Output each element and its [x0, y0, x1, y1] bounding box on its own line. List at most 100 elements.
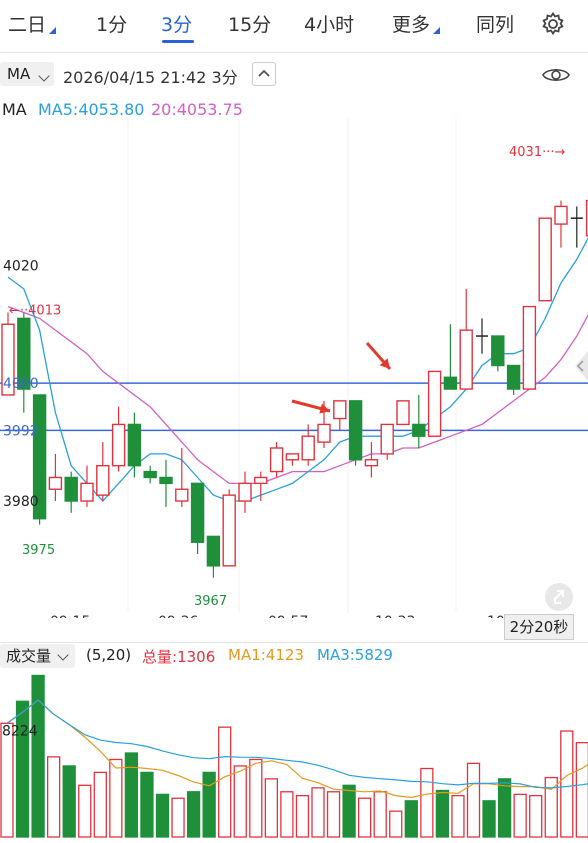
candle	[80, 465, 94, 507]
volume-bar	[326, 791, 341, 838]
menu-corner-icon	[49, 27, 57, 34]
indicator-select[interactable]: MA	[0, 62, 54, 86]
ma-legend-name: MA	[2, 100, 27, 119]
chevron-up-icon	[258, 69, 270, 77]
candle-body	[17, 317, 31, 390]
volume-bar	[109, 758, 123, 838]
candle	[48, 453, 63, 502]
candle-body	[333, 400, 347, 420]
candle	[443, 324, 458, 390]
candle	[222, 489, 236, 567]
candle-body	[96, 464, 110, 496]
candle	[175, 448, 189, 507]
candle	[364, 442, 379, 478]
candlestick-chart[interactable]: 4020 4000 3992 3980 ←··4013 4031···→ 3975 3967 0…	[0, 118, 588, 618]
total-volume: 总量:1306	[142, 648, 216, 666]
chevron-left-icon[interactable]	[573, 351, 588, 381]
chart-toolbar: MA 2026/04/15 21:42 3分	[0, 58, 588, 90]
volume-bar	[513, 793, 527, 838]
chevron-down-icon	[57, 649, 69, 661]
chevron-down-icon	[38, 70, 50, 82]
candle-body	[48, 476, 63, 490]
candle-body	[522, 305, 537, 390]
volume-bar	[47, 756, 61, 838]
volume-bar	[560, 730, 574, 838]
candle	[333, 400, 347, 431]
candle	[317, 400, 331, 448]
arrow-icon	[365, 342, 392, 370]
candle-body	[222, 494, 236, 567]
candle-body	[380, 423, 394, 455]
volume-ma1-line	[6, 699, 588, 799]
candle	[427, 370, 442, 437]
volume-bar	[497, 778, 512, 838]
candle	[143, 465, 157, 484]
candle-body	[190, 482, 205, 543]
candle	[96, 442, 110, 502]
volume-bar	[93, 771, 107, 838]
price-marker-left: ←··4013	[9, 304, 61, 319]
arrow-icon	[291, 399, 331, 414]
tab-3min[interactable]: 3分	[161, 14, 193, 36]
volume-bar	[15, 700, 30, 838]
candle	[254, 471, 268, 502]
arrow-head	[319, 403, 330, 414]
candle-body	[427, 370, 442, 437]
period-tabs: 二日 1分 3分 15分 4小时 更多 同列	[0, 0, 588, 50]
candle-body	[317, 423, 331, 443]
candle-body	[506, 364, 521, 390]
tab-4hour[interactable]: 4小时	[304, 14, 355, 36]
price-axis-label: 3992	[3, 423, 39, 439]
volume-bar	[218, 726, 232, 838]
volume-bar	[202, 771, 216, 838]
tab-1min[interactable]: 1分	[96, 14, 128, 36]
price-axis-label: 4000	[3, 376, 39, 392]
candle	[538, 217, 552, 302]
collapse-button[interactable]	[252, 62, 276, 86]
expand-icon	[553, 590, 564, 604]
resize-button[interactable]	[545, 583, 573, 611]
arrow-head	[379, 358, 390, 369]
volume-bar	[295, 794, 310, 838]
volume-bar	[31, 674, 45, 838]
menu-corner-icon	[433, 27, 441, 34]
volume-bar	[466, 762, 481, 838]
tab-more[interactable]: 更多	[392, 10, 441, 37]
volume-bar	[186, 791, 201, 838]
divider	[0, 642, 588, 643]
time-axis-label: 09:15	[50, 614, 90, 618]
candle-body	[206, 535, 221, 567]
candle	[380, 423, 394, 460]
tab-15min[interactable]: 15分	[228, 14, 272, 36]
candle-body	[396, 400, 410, 426]
volume-bar	[482, 800, 496, 838]
candle-body	[80, 482, 94, 502]
price-axis-label: 4020	[3, 258, 39, 274]
gear-icon[interactable]	[540, 11, 566, 37]
candle	[269, 442, 284, 478]
candle-body	[269, 447, 284, 473]
volume-chart[interactable]: 8224	[0, 669, 588, 843]
candle-body	[254, 476, 268, 485]
candle	[570, 206, 583, 248]
low-label: 3967	[194, 594, 227, 609]
active-tab-indicator	[162, 40, 194, 43]
volume-indicator-select[interactable]: 成交量	[0, 644, 76, 668]
candle	[476, 318, 488, 354]
volume-bar	[342, 784, 356, 838]
tab-two-day[interactable]: 二日	[8, 10, 57, 37]
volume-bar	[575, 742, 588, 838]
tab-compare[interactable]: 同列	[476, 14, 515, 36]
time-axis-label: 09:36	[158, 614, 198, 618]
eye-icon[interactable]	[541, 65, 571, 85]
volume-bar	[280, 791, 294, 838]
candle-body	[238, 482, 252, 502]
price-axis-label: 3980	[3, 494, 39, 510]
candle	[111, 406, 126, 472]
volume-bar	[264, 778, 279, 838]
candle-body	[538, 217, 552, 302]
datetime: 2026/04/15 21:42 3分	[63, 68, 238, 87]
candle	[459, 288, 473, 390]
candle	[396, 400, 410, 426]
volume-header: 成交量 (5,20) 总量:1306 MA1:4123 MA3:5829	[0, 643, 588, 669]
